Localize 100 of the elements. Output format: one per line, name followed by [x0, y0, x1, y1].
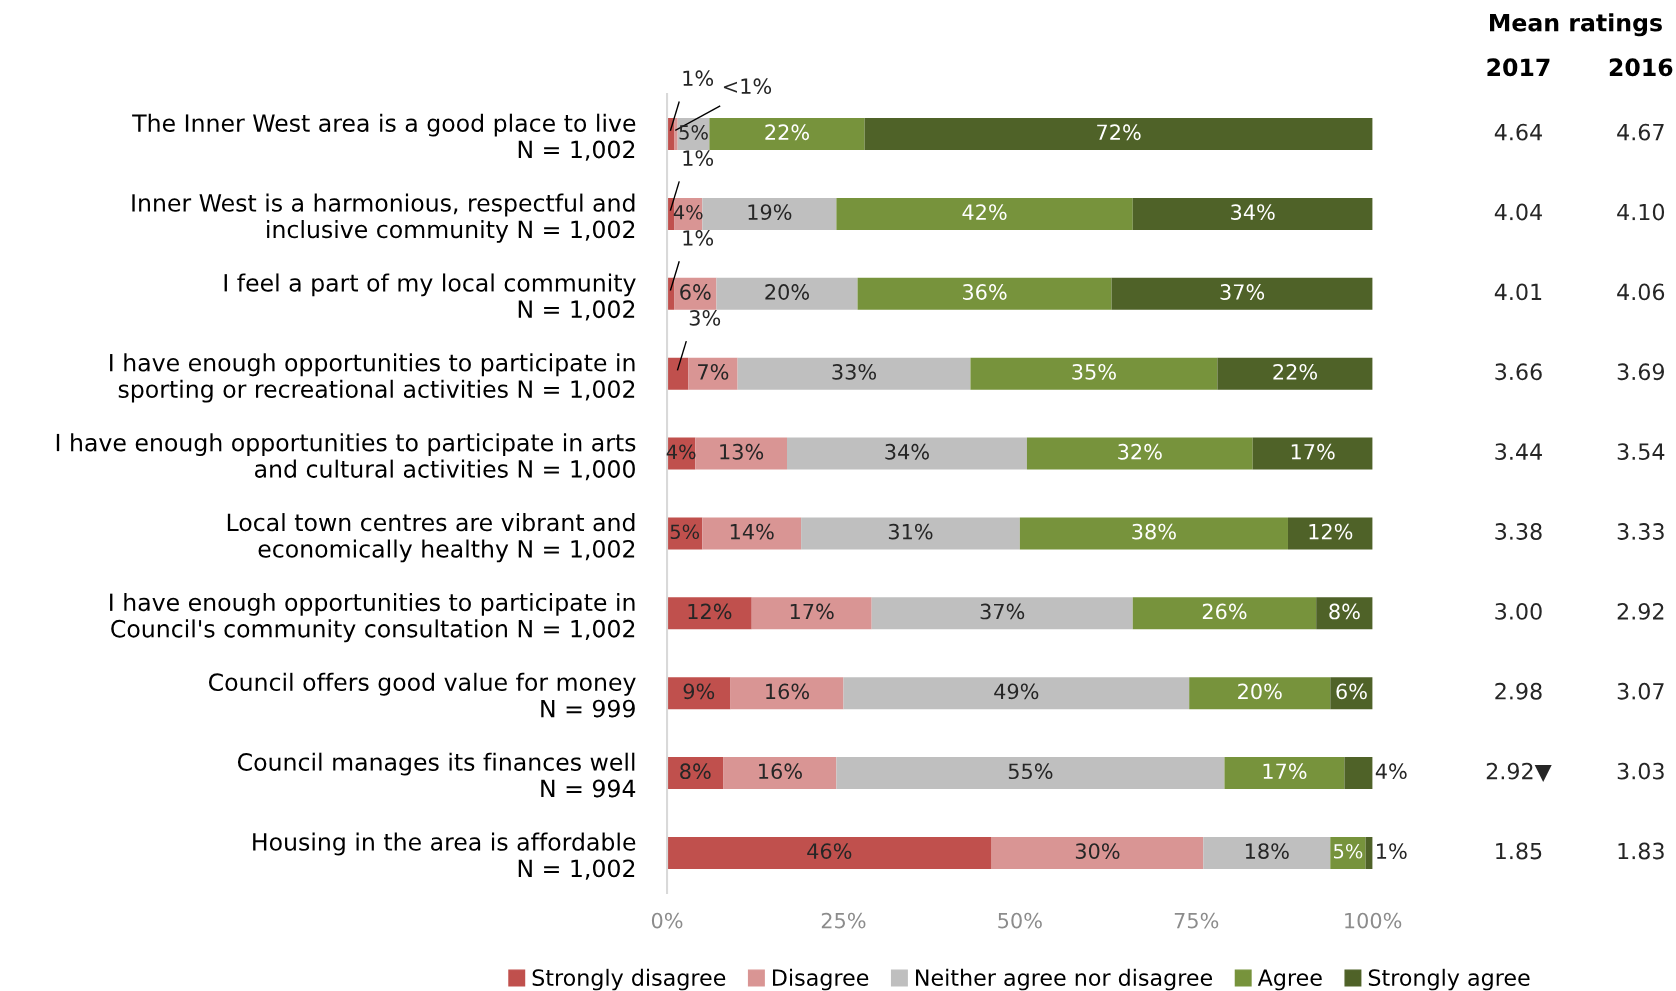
bar	[1111, 277, 1373, 310]
data-label: 31%	[888, 523, 933, 540]
data-label: 17%	[1291, 443, 1335, 460]
x-tick-label: 0%	[651, 912, 683, 929]
bar	[667, 357, 689, 390]
bar	[871, 597, 1133, 630]
data-label: 13%	[720, 443, 764, 460]
bar	[1019, 517, 1288, 550]
y-tick-label: I have enough opportunities to participate in Council's community consultation N = 1,002	[110, 592, 635, 643]
bar	[857, 277, 1112, 310]
data-label: 49%	[994, 683, 1039, 700]
data-label: 5%	[670, 524, 700, 540]
text: 3.69	[1617, 363, 1664, 381]
data-label: 34%	[885, 443, 929, 460]
data-label: 1%	[1377, 843, 1407, 859]
bar	[702, 517, 802, 550]
bar	[787, 437, 1027, 470]
data-label: 22%	[765, 124, 809, 141]
data-label: 46%	[807, 843, 852, 859]
data-label: 3%	[689, 309, 721, 326]
bar	[1132, 597, 1317, 630]
bar	[1132, 197, 1373, 230]
legend-label: Disagree	[773, 968, 869, 991]
data-label: 37%	[1220, 284, 1265, 300]
bar	[1189, 677, 1331, 710]
y-tick-label: I feel a part of my local community N = 1,002	[224, 273, 636, 321]
text: 4.04	[1494, 203, 1542, 221]
data-label: 12%	[688, 603, 732, 620]
text: 3.38	[1495, 523, 1542, 540]
bar	[1217, 357, 1373, 390]
data-label: 14%	[730, 523, 774, 540]
data-label: 5%	[679, 125, 708, 140]
legend-label: Neither agree nor disagree	[916, 968, 1213, 991]
data-label: 36%	[963, 284, 1007, 300]
data-label: 8%	[680, 763, 711, 780]
data-label: 30%	[1075, 843, 1120, 859]
bar	[751, 597, 872, 630]
bar	[667, 597, 752, 630]
data-label: 32%	[1118, 443, 1162, 460]
y-tick-label: Inner West is a harmonious, respectful and inclusive community N = 1,002	[132, 193, 635, 243]
y-tick-label: Council offers good value for money N = 999	[208, 672, 636, 718]
x-tick-label: 100%	[1345, 912, 1402, 929]
data-label: 16%	[759, 763, 802, 780]
text: 3.44	[1495, 443, 1542, 461]
text: 3.07	[1617, 682, 1664, 700]
bar	[1203, 836, 1331, 869]
data-label: 42%	[962, 204, 1007, 220]
data-label: 9%	[683, 683, 715, 700]
text: 4.01	[1494, 283, 1542, 301]
text: 3.66	[1495, 363, 1542, 381]
data-label: 5%	[1334, 843, 1363, 859]
text: 1.83	[1618, 842, 1664, 860]
text: 2.92	[1617, 602, 1664, 620]
data-label: 26%	[1202, 603, 1247, 620]
y-tick-label: I have enough opportunities to participate in sporting or recreational activities N = 1,002	[110, 353, 635, 403]
bar	[723, 757, 837, 790]
text: 3.54	[1617, 443, 1665, 461]
text: 3.33	[1617, 523, 1664, 540]
data-label: 12%	[1309, 523, 1353, 540]
bar	[674, 118, 678, 151]
legend-label: Strongly disagree	[532, 968, 726, 991]
data-label: 4%	[673, 204, 703, 220]
data-label: 33%	[832, 363, 877, 380]
bar	[667, 836, 992, 869]
bar	[1224, 757, 1345, 790]
y-tick-label: The Inner West area is a good place to live N = 1,002	[132, 113, 636, 161]
text: 2.98	[1495, 682, 1542, 700]
text: 3.00	[1495, 602, 1542, 620]
data-label: 34%	[1231, 204, 1275, 220]
text: 3.03	[1617, 762, 1664, 780]
bar	[737, 357, 971, 390]
bar	[730, 677, 844, 710]
data-label: 17%	[1263, 763, 1307, 780]
bar	[1287, 517, 1373, 550]
data-label: 7%	[698, 363, 729, 380]
text: 2017	[1487, 58, 1550, 77]
data-label: 16%	[766, 683, 809, 700]
data-label: 1%	[683, 230, 714, 246]
x-tick-label: 25%	[821, 912, 866, 929]
text: 4.10	[1617, 203, 1665, 221]
bar	[1316, 597, 1373, 630]
bar	[1330, 836, 1366, 869]
bar	[864, 118, 1373, 151]
data-label: 1%	[683, 70, 714, 87]
bar	[1344, 757, 1373, 790]
data-label: 4%	[1375, 763, 1407, 780]
text: 4.67	[1617, 123, 1664, 141]
bar	[991, 836, 1204, 869]
legend-label: Strongly agree	[1368, 968, 1530, 991]
text: 4.64	[1494, 123, 1542, 141]
bar	[688, 357, 738, 390]
data-label: 72%	[1097, 124, 1141, 141]
y-tick-label: Council manages its finances well N = 994	[237, 752, 636, 798]
data-label: 35%	[1072, 363, 1116, 380]
data-label: 20%	[765, 284, 809, 300]
x-tick-label: 50%	[998, 912, 1042, 929]
data-label: 22%	[1273, 363, 1318, 380]
bar	[667, 677, 731, 710]
bar	[970, 357, 1218, 390]
data-label: <1%	[723, 78, 772, 95]
